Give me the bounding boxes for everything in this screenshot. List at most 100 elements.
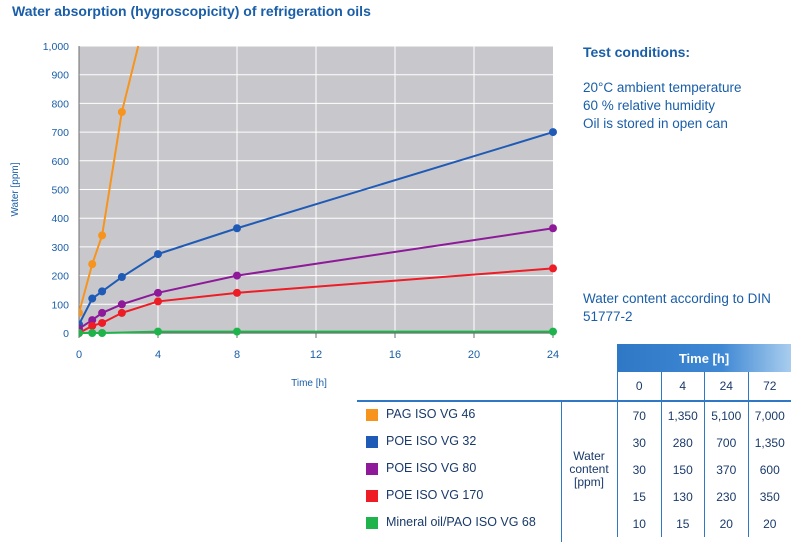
data-point <box>549 327 557 336</box>
table-divider <box>561 402 562 542</box>
x-tick-label: 24 <box>547 349 559 361</box>
table-cell: 10 <box>617 510 661 537</box>
table-row: PAG ISO VG 46 70 1,350 5,100 7,000 <box>357 402 791 429</box>
table-row: POE ISO VG 80 30 150 370 600 <box>357 456 791 483</box>
x-tick-label: 16 <box>389 349 401 361</box>
data-point <box>117 308 126 317</box>
y-tick-label: 900 <box>51 70 69 82</box>
x-tick-label: 0 <box>76 349 82 361</box>
table-cell: 15 <box>660 510 705 537</box>
row-label: Mineral oil/PAO ISO VG 68 <box>386 515 536 529</box>
data-point <box>117 108 126 117</box>
test-conditions-list: 20°C ambient temperature 60 % relative h… <box>583 79 741 133</box>
table-cell: 7,000 <box>747 402 792 429</box>
table-cell: 20 <box>747 510 792 537</box>
data-point <box>154 327 162 336</box>
data-point <box>88 316 97 325</box>
table-row: Mineral oil/PAO ISO VG 68 10 15 20 20 <box>357 510 791 537</box>
table-cell: 370 <box>704 456 748 483</box>
x-tick-label: 4 <box>155 349 161 361</box>
data-point <box>79 329 83 337</box>
chart-title: Water absorption (hygroscopicity) of ref… <box>12 3 371 19</box>
series-group <box>79 45 140 317</box>
data-point <box>88 321 97 330</box>
y-tick-label: 400 <box>51 213 69 225</box>
table-time-columns: 0 4 24 72 <box>617 372 791 400</box>
data-point <box>233 224 241 233</box>
series-group <box>79 128 557 329</box>
data-point <box>154 250 162 259</box>
row-label: PAG ISO VG 46 <box>386 407 476 421</box>
table-time-cell: 4 <box>660 372 705 400</box>
table-cell: 70 <box>617 402 661 429</box>
data-point <box>549 224 557 233</box>
table-cell: 280 <box>660 429 705 456</box>
x-tick-label: 20 <box>468 349 480 361</box>
y-tick-label: 1,000 <box>43 41 69 53</box>
series-group <box>79 264 557 337</box>
y-tick-label: 500 <box>51 185 69 197</box>
table-divider <box>357 400 791 402</box>
water-content-label: Water content [ppm] <box>569 449 609 489</box>
test-conditions-heading: Test conditions: <box>583 44 691 60</box>
table-cell: 700 <box>704 429 748 456</box>
data-point <box>98 308 107 317</box>
table-time-header: Time [h] <box>617 344 791 372</box>
y-tick-label: 0 <box>63 328 69 340</box>
table-cell: 230 <box>704 483 748 510</box>
data-point <box>117 300 126 309</box>
data-point <box>98 329 107 337</box>
data-point <box>233 327 241 336</box>
table-cell: 5,100 <box>704 402 748 429</box>
table-row: POE ISO VG 32 30 280 700 1,350 <box>357 429 791 456</box>
line-chart: 0 100 200 300 400 500 600 700 800 900 1,000 0 4 8 12 16… <box>10 41 559 389</box>
table-cell: 1,350 <box>660 402 705 429</box>
y-axis-label: Water [ppm] <box>10 162 21 216</box>
test-condition-line: 20°C ambient temperature <box>583 80 742 95</box>
y-tick-label: 300 <box>51 242 69 254</box>
table-cell: 1,350 <box>747 429 792 456</box>
legend-swatch <box>366 409 378 421</box>
row-label: POE ISO VG 170 <box>386 488 484 502</box>
legend-swatch <box>366 490 378 502</box>
test-condition-line: 60 % relative humidity <box>583 98 716 113</box>
x-tick-label: 8 <box>234 349 240 361</box>
test-condition-line: Oil is stored in open can <box>583 116 728 131</box>
data-point <box>549 264 557 273</box>
table-cell: 130 <box>660 483 705 510</box>
y-tick-label: 800 <box>51 98 69 110</box>
data-point <box>88 260 97 269</box>
table-cell: 350 <box>747 483 792 510</box>
y-tick-label: 700 <box>51 127 69 139</box>
table-row: POE ISO VG 170 15 130 230 350 <box>357 483 791 510</box>
table-cell: 30 <box>617 456 661 483</box>
row-label: POE ISO VG 32 <box>386 434 477 448</box>
table-cell: 20 <box>704 510 748 537</box>
data-point <box>117 273 126 282</box>
table-cell: 150 <box>660 456 705 483</box>
data-point <box>79 308 83 317</box>
y-tick-label: 200 <box>51 271 69 283</box>
row-label: POE ISO VG 80 <box>386 461 477 475</box>
series-group <box>79 327 557 337</box>
legend-swatch <box>366 517 378 529</box>
x-axis-label: Time [h] <box>291 378 327 389</box>
y-tick-label: 600 <box>51 156 69 168</box>
data-point <box>233 288 241 297</box>
table-cell: 30 <box>617 429 661 456</box>
data-point <box>98 231 107 240</box>
water-content-note: Water content according to DIN 51777-2 <box>583 291 771 324</box>
data-point <box>88 329 97 337</box>
data-point <box>98 287 107 296</box>
table-cell: 15 <box>617 483 661 510</box>
x-tick-label: 12 <box>310 349 322 361</box>
data-point <box>154 297 162 306</box>
table-time-cell: 0 <box>617 372 661 400</box>
data-point <box>98 318 107 327</box>
data-point <box>154 288 162 297</box>
y-tick-label: 100 <box>51 299 69 311</box>
table-time-cell: 72 <box>747 372 792 400</box>
table-time-cell: 24 <box>704 372 748 400</box>
legend-swatch <box>366 436 378 448</box>
table-cell: 600 <box>747 456 792 483</box>
